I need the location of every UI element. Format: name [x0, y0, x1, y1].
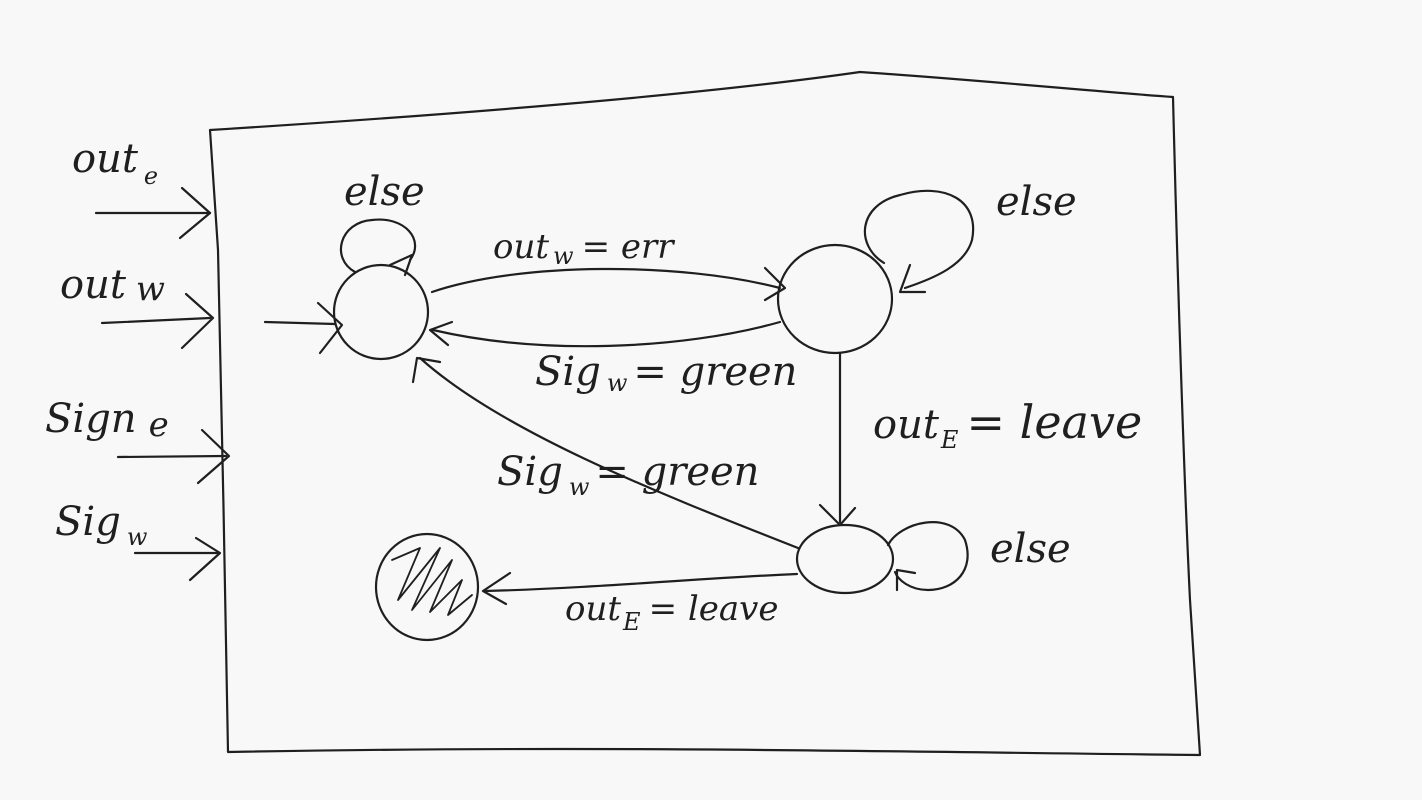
- input-arrow-sign-e: [116, 428, 231, 485]
- state-initial: [332, 263, 430, 361]
- state-3: [795, 523, 895, 595]
- transition-label-1-to-2: out w = err: [493, 227, 675, 270]
- self-loop-state-initial: [339, 218, 417, 277]
- transition-label-2-to-1: Sig w = green: [535, 349, 797, 397]
- self-loop-state-2: [863, 189, 975, 294]
- state-2: [776, 243, 894, 355]
- input-arrow-sig-w: [133, 536, 222, 582]
- self-loop-label-state-3: else: [990, 526, 1071, 572]
- input-label-out-w: out w: [60, 262, 165, 309]
- input-arrow-out-w: [100, 292, 215, 350]
- transition-2-to-1: [428, 320, 782, 348]
- input-label-sig-w: Sig w: [55, 499, 148, 551]
- transition-label-2-to-3: outE = leave: [873, 395, 1142, 454]
- initial-arrow: [263, 301, 344, 355]
- self-loop-state-3: [886, 521, 969, 592]
- input-label-out-e: out e: [72, 136, 158, 190]
- state-final: [374, 532, 480, 642]
- transition-3-to-1: [411, 356, 800, 550]
- component-box: [208, 70, 1202, 757]
- transition-2-to-3: [818, 351, 857, 527]
- transition-3-to-final: [481, 571, 799, 606]
- transition-label-3-to-final: outE = leave: [565, 589, 778, 636]
- transition-1-to-2: [430, 266, 787, 302]
- self-loop-label-state-2: else: [996, 179, 1077, 225]
- self-loop-label-state-initial: else: [344, 169, 425, 215]
- transition-label-3-to-1: Sig w = green: [497, 449, 759, 501]
- input-label-sign-e: Sign e: [45, 396, 169, 445]
- input-arrow-out-e: [94, 186, 212, 240]
